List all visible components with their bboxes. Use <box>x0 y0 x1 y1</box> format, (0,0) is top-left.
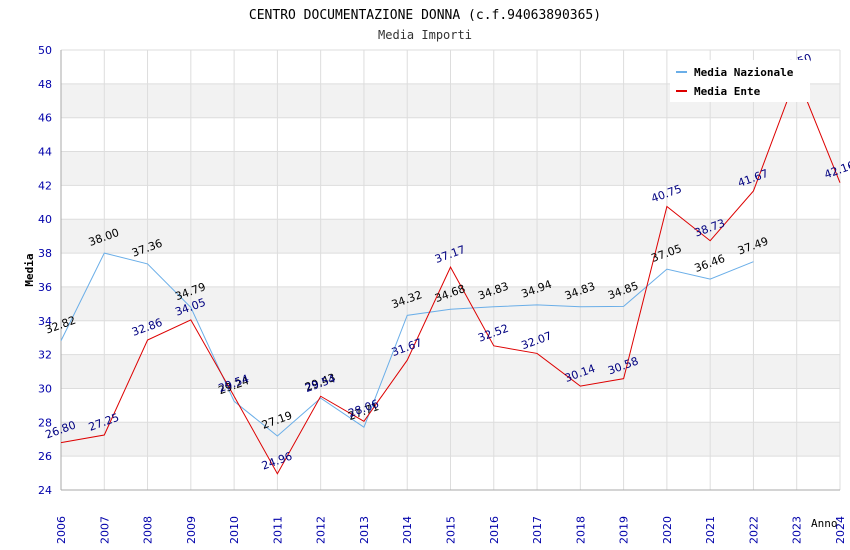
x-tick-label: 2018 <box>574 516 587 544</box>
line-ente <box>60 74 841 475</box>
tick-labels: 24 26 28 30 32 34 36 38 40 42 44 46 48 50 2006 2007 2008… <box>38 44 847 544</box>
x-tick-label: 2017 <box>531 516 544 544</box>
y-tick-label: 40 <box>38 213 52 226</box>
legend: Media Nazionale Media Ente <box>670 60 810 102</box>
y-tick-label: 46 <box>38 112 52 125</box>
y-tick-label: 44 <box>38 146 52 159</box>
x-tick-label: 2024 <box>834 516 847 544</box>
x-tick-label: 2016 <box>488 516 501 544</box>
x-tick-label: 2008 <box>142 516 155 544</box>
x-tick-label: 2023 <box>791 516 804 544</box>
series-lines <box>60 74 841 475</box>
y-tick-label: 42 <box>38 179 52 192</box>
y-tick-label: 36 <box>38 281 52 294</box>
y-axis-label: Media <box>23 253 36 286</box>
y-tick-label: 28 <box>38 416 52 429</box>
y-tick-label: 26 <box>38 450 52 463</box>
x-tick-label: 2013 <box>358 516 371 544</box>
x-tick-label: 2010 <box>228 516 241 544</box>
y-tick-label: 24 <box>38 484 52 497</box>
y-tick-label: 30 <box>38 382 52 395</box>
x-tick-label: 2014 <box>401 516 414 544</box>
y-tick-label: 34 <box>38 315 52 328</box>
gridlines <box>60 49 841 491</box>
x-tick-label: 2007 <box>98 516 111 544</box>
legend-box <box>670 60 810 102</box>
x-tick-label: 2011 <box>271 516 284 544</box>
legend-label-ente: Media Ente <box>694 85 761 98</box>
x-tick-label: 2009 <box>185 516 198 544</box>
y-tick-label: 32 <box>38 349 52 362</box>
axes <box>60 50 840 491</box>
x-tick-label: 2021 <box>704 516 717 544</box>
x-tick-label: 2022 <box>747 516 760 544</box>
chart-subtitle: Media Importi <box>378 28 472 42</box>
x-tick-label: 2012 <box>315 516 328 544</box>
x-tick-label: 2015 <box>445 516 458 544</box>
chart-title: CENTRO DOCUMENTAZIONE DONNA (c.f.9406389… <box>249 8 601 23</box>
y-tick-label: 50 <box>38 44 52 57</box>
x-tick-label: 2020 <box>661 516 674 544</box>
y-tick-label: 48 <box>38 78 52 91</box>
y-tick-label: 38 <box>38 247 52 260</box>
line-nazionale <box>60 252 754 437</box>
legend-label-nazionale: Media Nazionale <box>694 66 794 79</box>
x-tick-label: 2019 <box>618 516 631 544</box>
x-tick-label: 2006 <box>55 516 68 544</box>
x-axis-label: Anno <box>811 517 838 530</box>
